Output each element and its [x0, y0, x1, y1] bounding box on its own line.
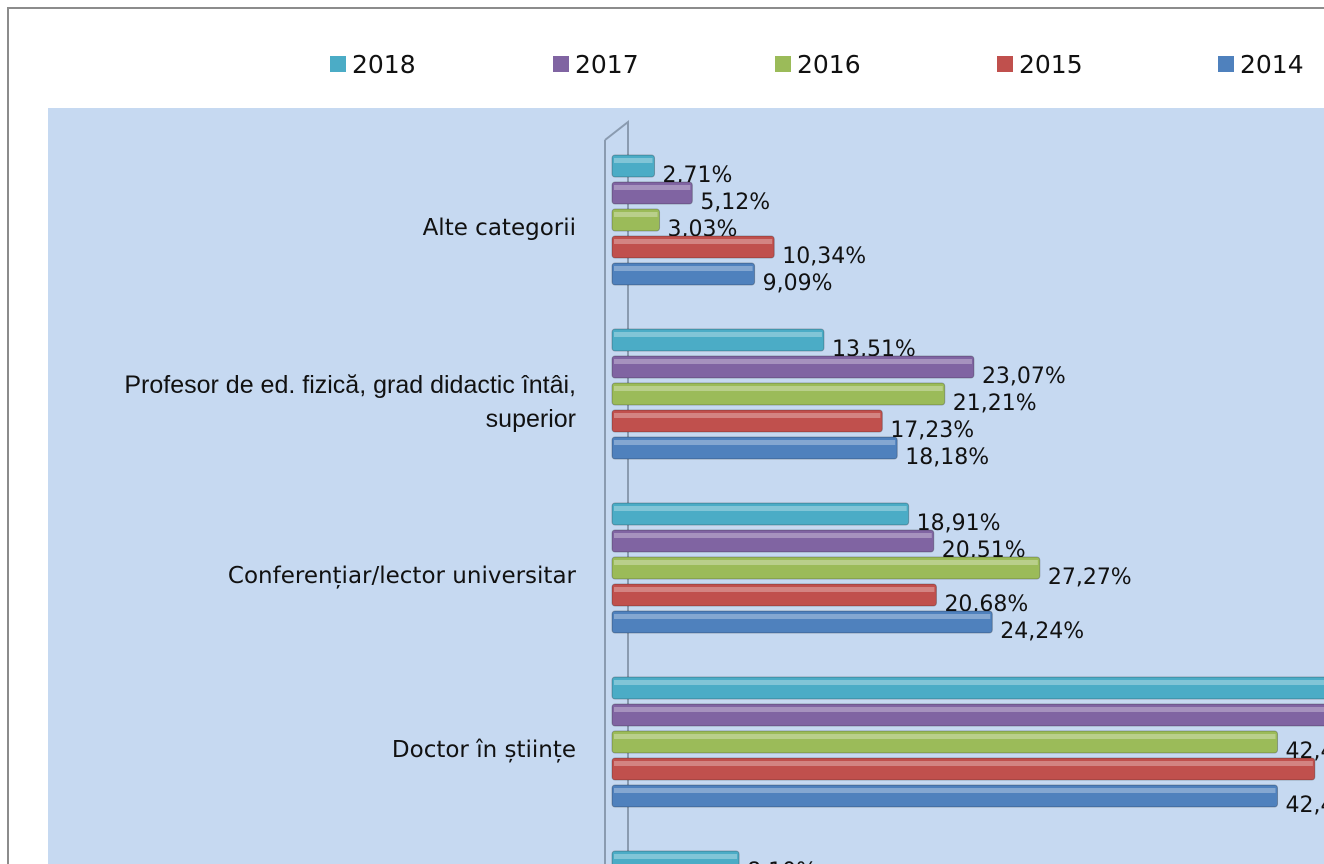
category-label: Conferențiar/lector universitar [227, 563, 576, 589]
legend-label: 2015 [1019, 50, 1083, 79]
bar [611, 355, 975, 379]
bar-highlight [614, 212, 658, 217]
bar-highlight [614, 680, 1324, 685]
bar [611, 436, 898, 460]
bar [611, 784, 1279, 808]
legend-swatch [330, 56, 346, 72]
bar-highlight [614, 359, 972, 364]
bar [611, 208, 661, 232]
bar-highlight [614, 413, 881, 418]
bar [611, 529, 935, 553]
bar-highlight [614, 533, 932, 538]
bar [611, 409, 883, 433]
legend-label: 2016 [797, 50, 861, 79]
bar [611, 502, 910, 526]
bar-highlight [614, 854, 738, 859]
data-label: 8,10% [747, 859, 817, 864]
legend-label: 2014 [1240, 50, 1304, 79]
data-label: 5,12% [700, 190, 770, 215]
bar [611, 556, 1041, 580]
bar [611, 583, 937, 607]
bar [611, 850, 740, 864]
data-label: 18,18% [905, 445, 989, 470]
legend-swatch [553, 56, 569, 72]
legend-label: 2017 [575, 50, 639, 79]
data-label: 10,34% [782, 244, 866, 269]
bar [611, 181, 693, 205]
data-label: 17,23% [890, 418, 974, 443]
bar [611, 676, 1324, 700]
data-label: 21,21% [953, 391, 1037, 416]
bar [611, 703, 1324, 727]
category-label: Profesor de ed. fizică, grad didactic în… [124, 371, 576, 433]
bar [611, 610, 993, 634]
data-label: 27,27% [1048, 565, 1132, 590]
bar-highlight [614, 614, 991, 619]
legend-label: 2018 [352, 50, 416, 79]
legend-swatch [775, 56, 791, 72]
bar-highlight [614, 587, 935, 592]
bar-highlight [614, 761, 1313, 766]
bar [611, 757, 1316, 781]
bar [611, 730, 1279, 754]
category-label: Doctor în științe [391, 737, 576, 763]
bar-highlight [614, 239, 773, 244]
bar-highlight [614, 440, 896, 445]
bar-highlight [614, 506, 907, 511]
bar [611, 382, 946, 406]
bar-highlight [614, 185, 691, 190]
bar-highlight [614, 332, 822, 337]
legend-swatch [997, 56, 1013, 72]
bar-highlight [614, 266, 753, 271]
data-label: 24,24% [1000, 619, 1084, 644]
data-label: 9,09% [763, 271, 833, 296]
category-label: Alte categorii [422, 215, 576, 241]
legend-swatch [1218, 56, 1234, 72]
data-label: 23,07% [982, 364, 1066, 389]
bar-highlight [614, 386, 943, 391]
bar-highlight [614, 707, 1324, 712]
bar [611, 328, 825, 352]
bar-highlight [614, 734, 1276, 739]
bar [611, 154, 656, 178]
bar [611, 235, 775, 259]
bar-highlight [614, 158, 653, 163]
bar-highlight [614, 788, 1276, 793]
bar-highlight [614, 560, 1038, 565]
bar [611, 262, 756, 286]
data-label: 42,42% [1286, 793, 1324, 818]
